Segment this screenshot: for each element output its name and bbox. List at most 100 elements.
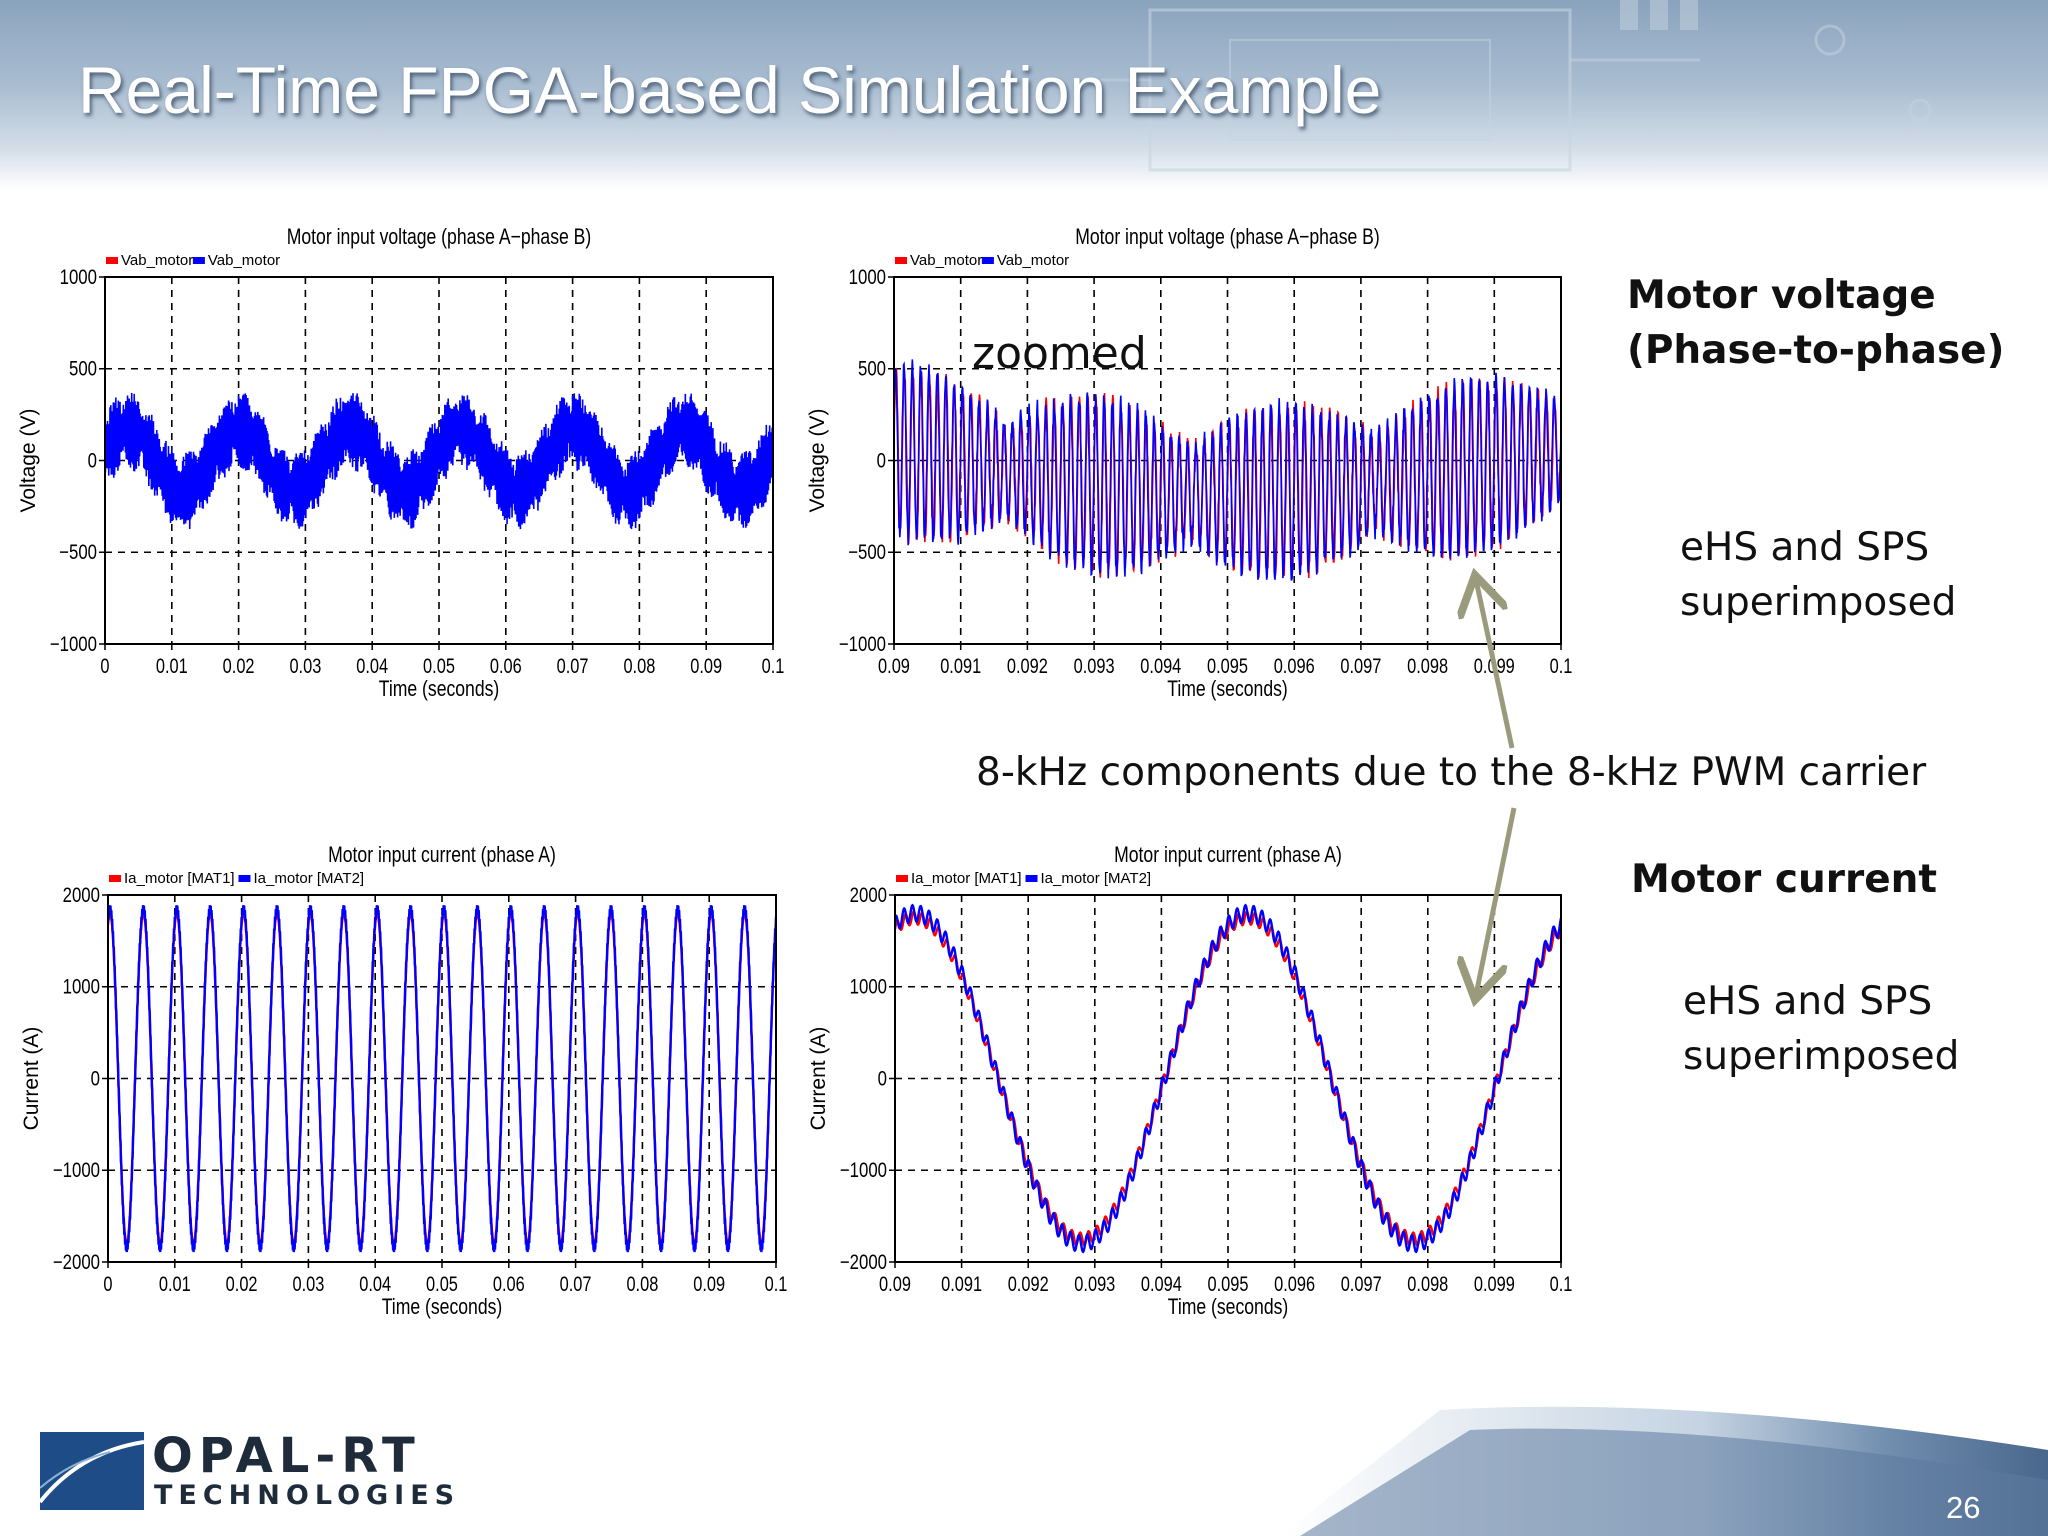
y-tick-label: 500	[858, 358, 886, 381]
y-axis-label: Current (A)	[807, 1027, 830, 1131]
legend-swatch	[109, 875, 121, 882]
x-tick-label: 0.08	[623, 654, 655, 677]
chart-title: Motor input voltage (phase A−phase B)	[287, 225, 592, 249]
x-axis-label: Time (seconds)	[1167, 677, 1288, 701]
voltage-heading-line2: (Phase-to-phase)	[1627, 328, 2005, 373]
plot-frame	[104, 276, 774, 645]
x-tick-label: 0.098	[1407, 1272, 1448, 1295]
plot-frame	[107, 894, 777, 1263]
x-axis-label: Time (seconds)	[1168, 1295, 1289, 1319]
x-tick-label: 0.1	[765, 1272, 788, 1295]
footer-swoosh	[1280, 1406, 2048, 1536]
x-tick-label: 0.09	[879, 1272, 911, 1295]
x-tick-label: 0.05	[423, 654, 455, 677]
x-tick-label: 0.092	[1007, 654, 1048, 677]
y-tick-label: 2000	[63, 884, 100, 907]
chart-title: Motor input current (phase A)	[328, 843, 556, 867]
x-tick-label: 0.096	[1274, 1272, 1315, 1295]
legend-swatch	[106, 257, 118, 264]
y-tick-label: −1000	[50, 633, 97, 656]
x-tick-label: 0.094	[1140, 654, 1181, 677]
x-tick-label: 0.06	[490, 654, 522, 677]
x-tick-label: 0	[103, 1272, 112, 1295]
legend-swatch	[1025, 875, 1038, 882]
current-note-line1: eHS and SPS	[1683, 979, 1933, 1024]
x-tick-label: 0.09	[878, 654, 910, 677]
x-tick-label: 0.097	[1341, 1272, 1382, 1295]
x-tick-label: 0.091	[941, 1272, 982, 1295]
x-tick-label: 0.04	[359, 1272, 391, 1295]
chart-title: Motor input current (phase A)	[1114, 843, 1342, 867]
zoomed-label: zoomed	[972, 328, 1147, 379]
x-tick-label: 0.03	[292, 1272, 324, 1295]
y-tick-label: −2000	[840, 1251, 887, 1274]
legend-label: Vab_motor	[997, 252, 1069, 269]
x-tick-label: 0.02	[223, 654, 255, 677]
y-tick-label: −1000	[840, 1160, 887, 1183]
legend-label: Vab_motor	[121, 252, 193, 269]
x-tick-label: 0.092	[1008, 1272, 1049, 1295]
x-tick-label: 0.05	[426, 1272, 458, 1295]
series-line	[895, 903, 1561, 1254]
y-tick-label: −2000	[53, 1251, 100, 1274]
x-tick-label: 0.097	[1340, 654, 1381, 677]
legend-swatch	[895, 257, 907, 264]
x-tick-label: 0.091	[940, 654, 981, 677]
y-tick-label: −500	[848, 542, 886, 565]
y-tick-label: 1000	[849, 266, 886, 289]
series-line	[108, 905, 776, 1253]
legend-label: Vab_motor	[208, 252, 280, 269]
x-tick-label: 0.08	[626, 1272, 658, 1295]
legend-label: Ia_motor [MAT1]	[911, 870, 1022, 887]
x-axis-label: Time (seconds)	[382, 1295, 503, 1319]
legend-swatch	[896, 875, 908, 882]
opal-rt-logo-icon	[40, 1432, 144, 1510]
y-tick-label: 0	[878, 1068, 887, 1091]
legend-label: Ia_motor [MAT2]	[1041, 870, 1152, 887]
title-banner	[0, 0, 2048, 190]
slide-title: Real-Time FPGA-based Simulation Example	[78, 53, 1382, 127]
y-tick-label: 2000	[850, 884, 887, 907]
legend-swatch	[238, 875, 251, 882]
x-tick-label: 0.098	[1407, 654, 1448, 677]
legend-label: Ia_motor [MAT2]	[254, 870, 365, 887]
legend-label: Ia_motor [MAT1]	[124, 870, 235, 887]
x-tick-label: 0.1	[1550, 654, 1573, 677]
x-tick-label: 0.02	[226, 1272, 258, 1295]
y-tick-label: 500	[69, 358, 97, 381]
x-tick-label: 0.094	[1141, 1272, 1182, 1295]
current-chart-zoomed: Motor input current (phase A) Ia_motor [M…	[807, 843, 1573, 1319]
x-tick-label: 0.01	[159, 1272, 191, 1295]
x-tick-label: 0.09	[690, 654, 722, 677]
arrow-to-voltage-ripple	[1476, 580, 1515, 749]
y-axis-label: Voltage (V)	[806, 409, 829, 513]
voltage-note-line2: superimposed	[1680, 580, 1957, 625]
x-tick-label: 0.04	[356, 654, 388, 677]
x-tick-label: 0.03	[289, 654, 321, 677]
x-tick-label: 0.093	[1074, 654, 1115, 677]
x-tick-label: 0.07	[557, 654, 589, 677]
voltage-chart-full: Motor input voltage (phase A−phase B) Vab…	[17, 225, 784, 701]
y-tick-label: −1000	[839, 633, 886, 656]
arrow-to-current-ripple	[1476, 807, 1517, 995]
x-tick-label: 0.095	[1208, 1272, 1249, 1295]
x-tick-label: 0.1	[1550, 1272, 1573, 1295]
y-tick-label: 1000	[63, 976, 100, 999]
page-number: 26	[1946, 1490, 1981, 1525]
chart-title: Motor input voltage (phase A−phase B)	[1075, 225, 1380, 249]
x-tick-label: 0.07	[560, 1272, 592, 1295]
current-note-line2: superimposed	[1683, 1034, 1960, 1079]
x-tick-label: 0.06	[493, 1272, 525, 1295]
current-heading: Motor current	[1631, 857, 1938, 902]
voltage-heading-line1: Motor voltage	[1627, 273, 1936, 318]
x-axis-label: Time (seconds)	[379, 677, 500, 701]
x-tick-label: 0.09	[693, 1272, 725, 1295]
y-axis-label: Voltage (V)	[17, 409, 40, 513]
y-tick-label: −1000	[53, 1160, 100, 1183]
plot-frame	[893, 276, 1562, 645]
x-tick-label: 0.099	[1474, 1272, 1515, 1295]
series-line	[894, 359, 1561, 581]
y-tick-label: 0	[91, 1068, 100, 1091]
plot-frame	[894, 894, 1562, 1263]
